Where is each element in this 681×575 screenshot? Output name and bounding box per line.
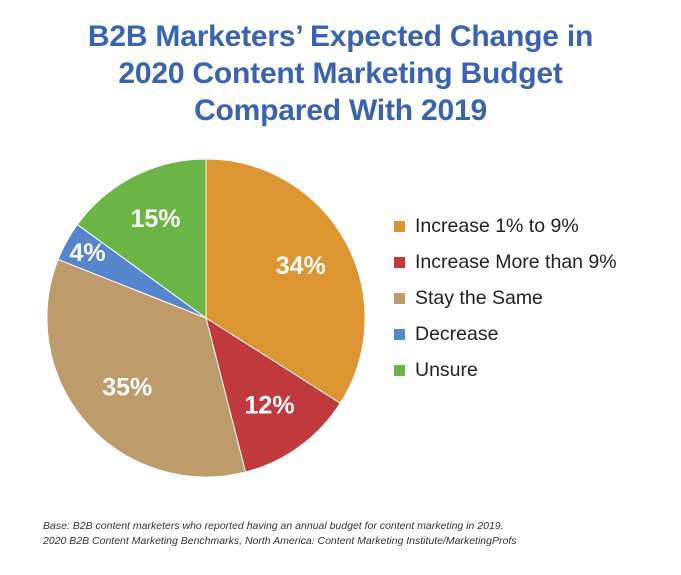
pie-slice-unsure xyxy=(76,158,207,319)
legend-label: Increase 1% to 9% xyxy=(415,214,579,237)
footnote: Base: B2B content marketers who reported… xyxy=(43,519,517,549)
legend-item-increase-more-9: Increase More than 9% xyxy=(394,244,617,280)
slice-label-unsure: 15% xyxy=(130,205,180,233)
legend-swatch xyxy=(394,220,405,232)
legend-item-increase-1-9: Increase 1% to 9% xyxy=(394,208,617,244)
slice-label-increase-1-9: 34% xyxy=(276,252,326,280)
legend-label: Decrease xyxy=(415,322,499,345)
legend-label: Increase More than 9% xyxy=(415,250,617,273)
slice-label-decrease: 4% xyxy=(69,239,105,267)
legend-swatch xyxy=(394,256,405,268)
legend-swatch xyxy=(394,364,405,376)
chart-legend: Increase 1% to 9% Increase More than 9% … xyxy=(394,208,617,388)
pie-slice-increase-1-9 xyxy=(205,158,366,404)
chart-title: B2B Marketers’ Expected Change in 2020 C… xyxy=(0,18,681,129)
legend-item-decrease: Decrease xyxy=(394,316,617,352)
chart-title-line-3: Compared With 2019 xyxy=(194,94,487,127)
footnote-source: 2020 B2B Content Marketing Benchmarks, N… xyxy=(43,535,517,547)
pie-slice-increase-more-9 xyxy=(205,316,341,473)
legend-label: Stay the Same xyxy=(415,286,543,309)
slice-label-increase-more-9: 12% xyxy=(245,391,295,419)
pie-slice-stay-the-same xyxy=(46,258,247,478)
chart-title-line-2: 2020 Content Marketing Budget xyxy=(118,57,563,90)
legend-item-unsure: Unsure xyxy=(394,352,617,388)
legend-swatch xyxy=(394,328,405,340)
slice-label-stay-the-same: 35% xyxy=(102,373,152,401)
legend-label: Unsure xyxy=(415,358,478,381)
legend-swatch xyxy=(394,292,405,304)
chart-title-line-1: B2B Marketers’ Expected Change in xyxy=(87,20,594,53)
footnote-base: Base: B2B content marketers who reported… xyxy=(43,520,504,532)
legend-item-stay-the-same: Stay the Same xyxy=(394,280,617,316)
